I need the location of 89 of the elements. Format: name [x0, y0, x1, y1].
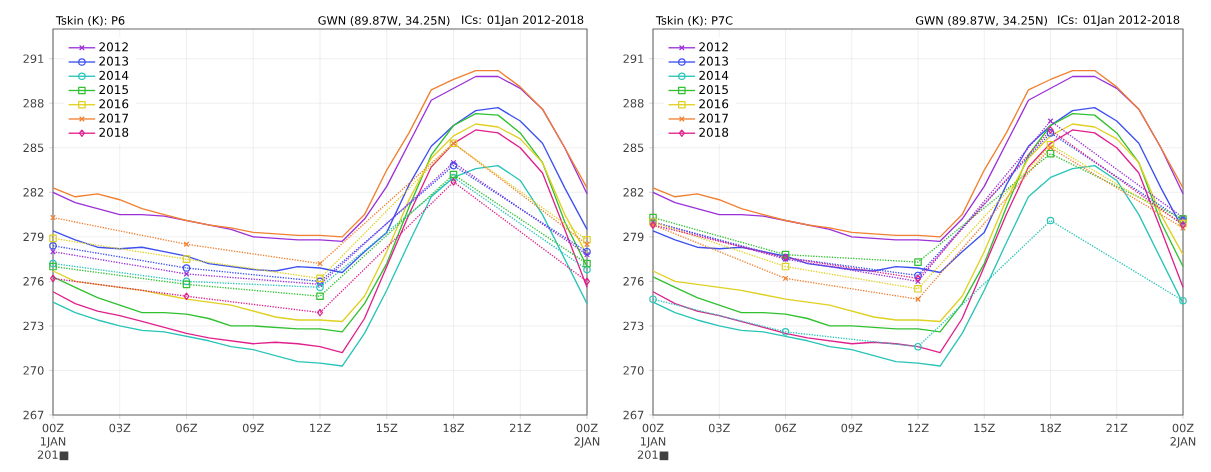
legend-label: 2015	[699, 85, 728, 95]
point	[1046, 216, 1055, 225]
y-tick-label: 285	[23, 143, 44, 153]
y-tick-label: 279	[623, 232, 644, 242]
legend-label: 2014	[99, 70, 129, 80]
point	[1046, 149, 1055, 158]
y-tick-label: 279	[23, 232, 44, 242]
x-tick-label: 03Z	[708, 423, 730, 433]
point	[49, 234, 57, 243]
point	[449, 161, 458, 170]
legend-label: 2012	[99, 42, 128, 52]
chart-title: Tskin (K): P6	[55, 15, 125, 27]
chart-subtitle: GWN (89.87W, 34.25N)	[915, 15, 1047, 27]
y-tick-label: 270	[623, 366, 644, 375]
point	[782, 275, 789, 282]
point	[781, 328, 790, 336]
y-tick-label: 288	[23, 98, 44, 108]
point	[914, 258, 922, 266]
x-tick-label: 00Z 2JAN	[1170, 423, 1196, 448]
x-tick-label: 12Z	[908, 423, 929, 433]
legend-label: 2016	[99, 99, 129, 109]
legend-label: 2016	[699, 99, 729, 109]
point	[183, 292, 190, 301]
point	[583, 265, 591, 274]
y-tick-label: 273	[23, 321, 44, 331]
y-tick-label: 288	[623, 98, 644, 108]
chart-title: Tskin (K): P7C	[655, 15, 733, 27]
point	[183, 241, 190, 248]
x-tick-label: 00Z 2JAN	[574, 423, 600, 448]
point	[49, 241, 57, 250]
point	[584, 251, 590, 258]
legend-label: 2013	[699, 56, 728, 66]
x-tick-label: 15Z	[974, 423, 995, 433]
y-tick-label: 282	[23, 188, 44, 197]
x-tick-label: 03Z	[109, 423, 131, 433]
point	[1047, 118, 1054, 124]
point	[649, 213, 657, 222]
y-tick-label: 267	[23, 410, 44, 420]
x-tick-label: 06Z	[775, 423, 797, 433]
y-tick-label: 276	[23, 277, 44, 286]
point	[50, 248, 56, 255]
point	[1179, 296, 1187, 305]
point	[583, 247, 591, 256]
point	[316, 292, 324, 301]
legend-label: 2014	[699, 70, 729, 80]
text: ICs: 01Jan 2012-2018	[1058, 15, 1180, 27]
y-tick-label: 273	[623, 321, 644, 331]
x-tick-label: 00Z 1JAN 201■	[637, 423, 669, 461]
y-tick-label: 282	[623, 188, 644, 197]
y-tick-label: 291	[623, 54, 644, 63]
point	[317, 260, 323, 267]
legend-label: 2012	[699, 42, 728, 52]
point	[182, 264, 191, 272]
point	[915, 296, 921, 303]
legend-label: 2017	[699, 113, 728, 123]
y-tick-label: 276	[623, 277, 644, 286]
x-tick-label: 12Z	[310, 423, 331, 433]
x-tick-label: 09Z	[242, 423, 264, 433]
x-tick-label: 00Z 1JAN 201■	[37, 423, 69, 461]
legend-label: 2015	[99, 85, 128, 95]
point	[183, 271, 190, 277]
point	[914, 285, 922, 293]
point	[583, 236, 591, 244]
y-tick-label: 285	[623, 143, 644, 153]
point	[781, 262, 790, 271]
x-tick-label: 09Z	[841, 423, 863, 433]
legend-label: 2013	[99, 56, 129, 66]
y-tick-label: 267	[623, 410, 644, 420]
legend-label: 2018	[699, 127, 729, 137]
point	[584, 241, 590, 248]
chart-subtitle: GWN (89.87W, 34.25N)	[318, 15, 450, 27]
x-tick-label: 15Z	[376, 423, 398, 433]
point	[182, 255, 191, 263]
point	[50, 214, 56, 221]
y-tick-label: 270	[23, 366, 44, 375]
text: ICs: 01Jan 2012-2018	[462, 15, 584, 27]
y-tick-label: 291	[23, 54, 44, 63]
legend-label: 2018	[99, 127, 129, 137]
point	[450, 178, 457, 186]
point	[914, 342, 922, 351]
x-tick-label: 18Z	[443, 423, 465, 433]
point	[649, 295, 657, 303]
x-tick-label: 21Z	[510, 423, 531, 433]
point	[583, 259, 591, 268]
x-tick-label: 06Z	[176, 423, 198, 433]
x-tick-label: 18Z	[1040, 423, 1062, 433]
point	[316, 283, 324, 292]
x-tick-label: 21Z	[1106, 423, 1128, 433]
legend-label: 2017	[99, 113, 129, 123]
